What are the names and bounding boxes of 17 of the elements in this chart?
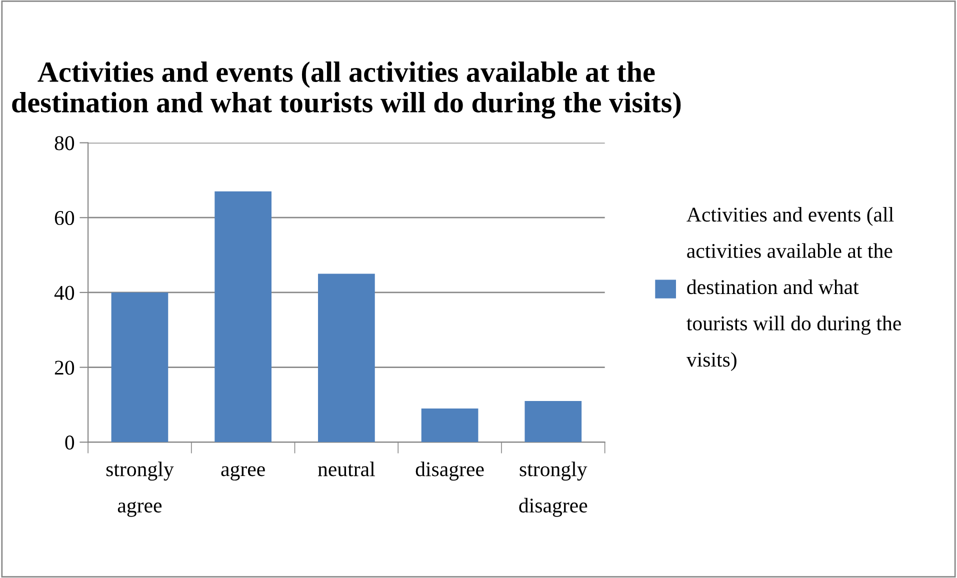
bar (214, 191, 272, 442)
legend-label: Activities and events (all activities available at the destination and what tourists will do during the visits) (686, 207, 901, 371)
bar (421, 408, 478, 442)
y-tick-label: 20 (54, 360, 74, 375)
y-tick-label: 60 (54, 210, 74, 226)
y-tick-label: 80 (54, 136, 74, 150)
bar (318, 274, 375, 442)
chart-title: Activities and events (all activities available at the destination and what tourists will do during the visits) (12, 61, 681, 119)
x-tick-label: neutral (318, 462, 375, 476)
y-tick-label: 0 (65, 436, 74, 450)
x-tick-label: strongly agree (106, 462, 174, 517)
x-tick-label: strongly disagree (519, 462, 588, 517)
bar (111, 292, 168, 442)
bar (524, 401, 582, 442)
x-tick-label: agree (221, 465, 265, 481)
y-tick-label: 40 (54, 286, 74, 300)
x-tick-label: disagree (416, 462, 484, 481)
